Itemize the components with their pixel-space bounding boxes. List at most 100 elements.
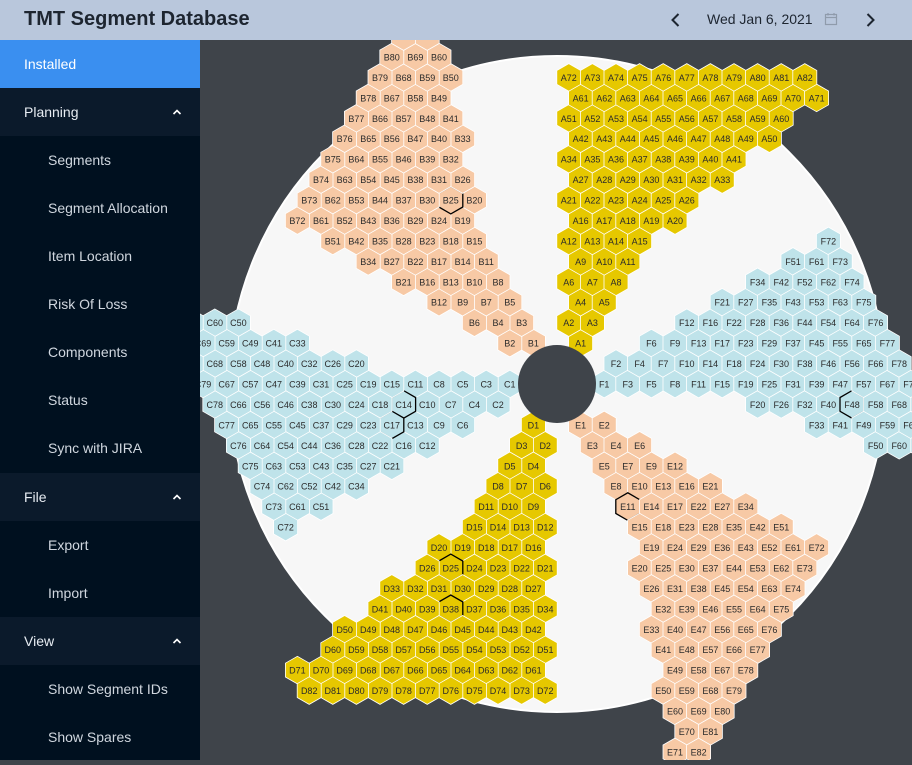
segment-id-label: E35 xyxy=(726,523,742,533)
segment-id-label: A32 xyxy=(691,175,707,185)
segment-id-label: C44 xyxy=(301,441,318,451)
segment-id-label: F28 xyxy=(750,318,766,328)
segment-id-label: D45 xyxy=(454,625,471,635)
segment-D82[interactable]: D82 xyxy=(296,676,322,705)
segment-id-label: E53 xyxy=(750,563,766,573)
segment-id-label: A52 xyxy=(584,114,600,124)
segment-id-label: D82 xyxy=(301,686,318,696)
segment-id-label: F19 xyxy=(738,380,754,390)
segment-id-label: C25 xyxy=(336,380,353,390)
segment-id-label: A11 xyxy=(620,257,635,267)
segment-id-label: D50 xyxy=(336,625,353,635)
segment-id-label: F60 xyxy=(891,441,907,451)
segment-id-label: E45 xyxy=(714,584,730,594)
segment-id-label: F76 xyxy=(868,318,884,328)
segment-id-label: B58 xyxy=(407,93,423,103)
segment-id-label: D26 xyxy=(419,563,436,573)
segment-id-label: D76 xyxy=(443,686,460,696)
segment-id-label: F10 xyxy=(679,359,695,369)
segment-id-label: B44 xyxy=(372,196,388,206)
sidebar-item-segments[interactable]: Segments xyxy=(0,136,200,184)
segment-id-label: C79 xyxy=(200,380,211,390)
segment-id-label: B37 xyxy=(396,196,412,206)
segment-id-label: A60 xyxy=(773,114,789,124)
sidebar-item-label: Sync with JIRA xyxy=(48,440,143,456)
segment-id-label: B50 xyxy=(443,73,459,83)
segment-id-label: E69 xyxy=(691,707,707,717)
segment-id-label: E40 xyxy=(667,625,683,635)
segment-id-label: E17 xyxy=(667,502,683,512)
segment-id-label: A3 xyxy=(587,318,598,328)
segment-id-label: C33 xyxy=(289,339,306,349)
segment-id-label: A66 xyxy=(691,93,707,103)
segment-id-label: B57 xyxy=(396,114,412,124)
segment-id-label: B48 xyxy=(419,114,435,124)
sidebar-item-installed[interactable]: Installed xyxy=(0,40,200,88)
segment-id-label: C8 xyxy=(433,380,445,390)
sidebar-item-export[interactable]: Export xyxy=(0,521,200,569)
segment-id-label: C14 xyxy=(395,400,412,410)
segment-id-label: D4 xyxy=(528,461,540,471)
segment-id-label: A72 xyxy=(561,73,577,83)
calendar-button[interactable] xyxy=(824,12,838,31)
segment-id-label: A24 xyxy=(632,196,648,206)
segment-id-label: E12 xyxy=(667,461,683,471)
segment-id-label: B11 xyxy=(479,257,494,267)
sidebar-item-import[interactable]: Import xyxy=(0,569,200,617)
segment-id-label: E14 xyxy=(643,502,659,512)
segment-id-label: F26 xyxy=(773,400,789,410)
segment-id-label: C61 xyxy=(289,502,306,512)
segment-id-label: A82 xyxy=(797,73,813,83)
segment-id-label: D24 xyxy=(466,563,483,573)
segment-id-label: D41 xyxy=(372,604,389,614)
sidebar-group-file[interactable]: File xyxy=(0,473,200,521)
previous-date-button[interactable] xyxy=(660,4,692,36)
segment-A82[interactable]: A82 xyxy=(792,63,818,92)
segment-id-label: C47 xyxy=(266,380,283,390)
segment-id-label: E66 xyxy=(726,645,742,655)
segment-id-label: C36 xyxy=(325,441,342,451)
sidebar-item-item-location[interactable]: Item Location xyxy=(0,232,200,280)
segment-id-label: E77 xyxy=(750,645,766,655)
segment-id-label: D37 xyxy=(466,604,483,614)
sidebar-item-label: Components xyxy=(48,344,128,360)
segment-id-label: C72 xyxy=(277,523,294,533)
segment-hex xyxy=(686,737,712,765)
segment-id-label: E64 xyxy=(750,604,766,614)
segment-id-label: A12 xyxy=(561,236,577,246)
segment-id-label: C62 xyxy=(277,482,294,492)
segment-id-label: E42 xyxy=(750,523,766,533)
segment-id-label: A63 xyxy=(620,93,636,103)
segment-id-label: E48 xyxy=(679,645,695,655)
sidebar-item-show-segment-ids[interactable]: Show Segment IDs xyxy=(0,665,200,713)
sidebar-item-show-spares[interactable]: Show Spares xyxy=(0,713,200,760)
segment-id-label: E16 xyxy=(679,482,695,492)
sidebar-item-status[interactable]: Status xyxy=(0,376,200,424)
sidebar-item-components[interactable]: Components xyxy=(0,328,200,376)
segment-E82[interactable]: E82 xyxy=(686,737,712,765)
date-label[interactable]: Wed Jan 6, 2021 xyxy=(707,11,813,27)
sidebar-item-label: Risk Of Loss xyxy=(48,296,128,312)
sidebar-item-label: Show Spares xyxy=(48,729,132,745)
segment-id-label: D22 xyxy=(513,563,530,573)
next-date-button[interactable] xyxy=(854,4,886,36)
sidebar-group-planning[interactable]: Planning xyxy=(0,88,200,136)
segment-id-label: C7 xyxy=(445,400,457,410)
sidebar-item-risk-of-loss[interactable]: Risk Of Loss xyxy=(0,280,200,328)
segment-id-label: B19 xyxy=(455,216,471,226)
segment-id-label: F38 xyxy=(797,359,813,369)
segment-id-label: C6 xyxy=(457,420,469,430)
segment-id-label: A22 xyxy=(584,196,600,206)
segment-id-label: D28 xyxy=(502,584,519,594)
segment-id-label: E2 xyxy=(599,420,610,430)
segment-id-label: D33 xyxy=(384,584,401,594)
sidebar-item-segment-allocation[interactable]: Segment Allocation xyxy=(0,184,200,232)
segment-id-label: C16 xyxy=(395,441,412,451)
segment-id-label: D78 xyxy=(395,686,412,696)
sidebar-item-sync-with-jira[interactable]: Sync with JIRA xyxy=(0,424,200,472)
sidebar-group-view[interactable]: View xyxy=(0,617,200,665)
segment-id-label: F3 xyxy=(623,380,634,390)
segment-id-label: E24 xyxy=(667,543,683,553)
segment-id-label: D38 xyxy=(443,604,460,614)
